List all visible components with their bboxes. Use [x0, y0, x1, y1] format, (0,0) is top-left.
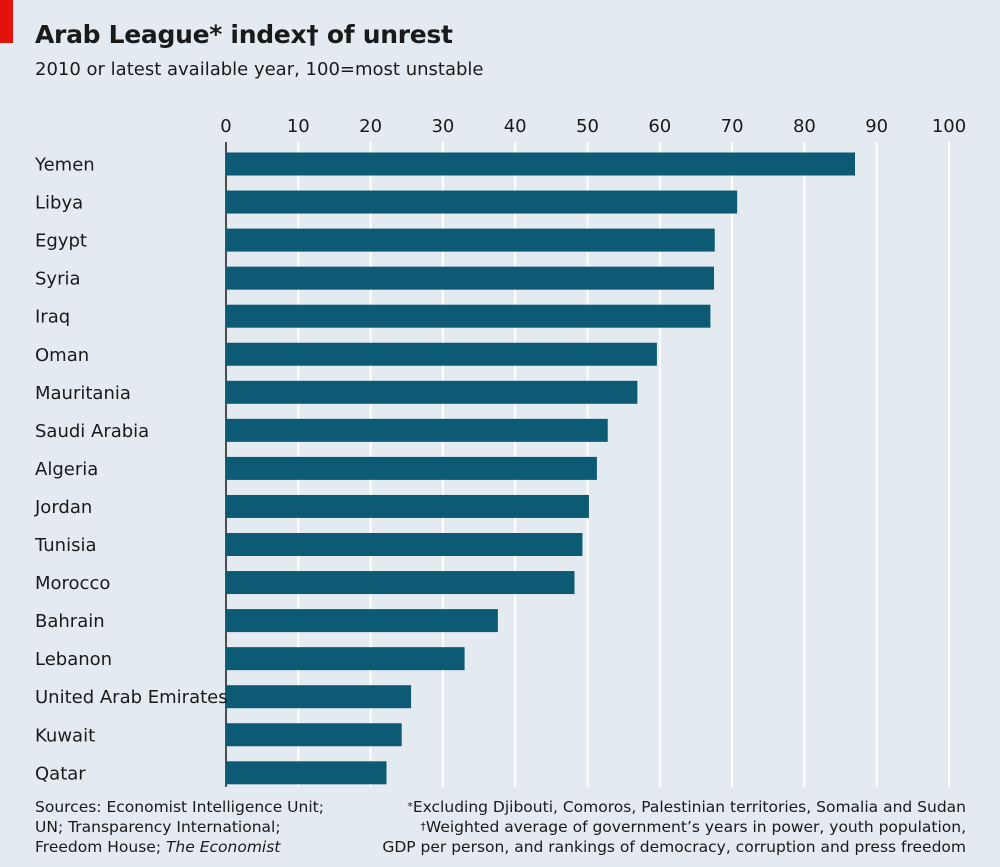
- footnote-1-symbol: *: [407, 800, 413, 813]
- x-tick-label: 100: [932, 116, 966, 137]
- chart-subtitle: 2010 or latest available year, 100=most …: [35, 59, 484, 80]
- chart-title: Arab League* index† of unrest: [35, 20, 453, 49]
- bar-yemen: [226, 152, 856, 176]
- bar-kuwait: [226, 723, 402, 747]
- category-label: Mauritania: [35, 383, 131, 404]
- bar-egypt: [226, 228, 715, 252]
- category-label: United Arab Emirates: [35, 687, 228, 708]
- bar-mauritania: [226, 380, 638, 404]
- footnote-1-text: Excluding Djibouti, Comoros, Palestinian…: [412, 798, 966, 816]
- category-label: Tunisia: [34, 535, 97, 556]
- category-label: Libya: [35, 193, 83, 214]
- x-tick-label: 0: [220, 116, 231, 137]
- footnote-2: †Weighted average of government’s years …: [382, 817, 966, 837]
- footnote-2-text: Weighted average of government’s years i…: [425, 818, 966, 836]
- footnote-2-line-2: GDP per person, and rankings of democrac…: [382, 838, 966, 856]
- bar-iraq: [226, 304, 711, 328]
- x-tick-label: 10: [287, 116, 310, 137]
- footnote-2-symbol: †: [420, 820, 426, 833]
- sources-economist: The Economist: [165, 838, 281, 856]
- x-tick-label: 50: [576, 116, 599, 137]
- category-label: Algeria: [35, 459, 98, 480]
- category-label: Lebanon: [35, 649, 112, 670]
- x-tick-label: 90: [865, 116, 888, 137]
- x-tick-label: 20: [359, 116, 382, 137]
- category-label: Egypt: [35, 231, 87, 252]
- sources-line-1: Sources: Economist Intelligence Unit;: [35, 798, 324, 816]
- category-label: Yemen: [34, 155, 95, 176]
- x-tick-label: 80: [793, 116, 816, 137]
- footnotes: *Excluding Djibouti, Comoros, Palestinia…: [382, 797, 966, 857]
- category-label: Jordan: [34, 497, 92, 518]
- bar-united-arab-emirates: [226, 685, 412, 709]
- sources-line-3-text: Freedom House;: [35, 838, 166, 856]
- sources-line-3: Freedom House; The Economist: [35, 837, 324, 857]
- category-label: Saudi Arabia: [35, 421, 149, 442]
- bar-qatar: [226, 761, 387, 785]
- bar-lebanon: [226, 647, 465, 671]
- sources-line-2: UN; Transparency International;: [35, 818, 281, 836]
- x-tick-label: 30: [431, 116, 454, 137]
- bar-syria: [226, 266, 715, 290]
- footnote-1: *Excluding Djibouti, Comoros, Palestinia…: [382, 797, 966, 817]
- category-label: Morocco: [35, 573, 110, 594]
- bar-tunisia: [226, 533, 583, 556]
- bar-bahrain: [226, 609, 498, 633]
- category-label: Syria: [35, 269, 81, 290]
- red-corner-tab: [0, 0, 13, 43]
- category-label: Qatar: [35, 763, 86, 784]
- bar-algeria: [226, 456, 597, 480]
- x-tick-label: 70: [721, 116, 744, 137]
- bar-saudi-arabia: [226, 418, 608, 442]
- bar-oman: [226, 342, 657, 366]
- category-label: Kuwait: [35, 725, 95, 746]
- sources-note: Sources: Economist Intelligence Unit; UN…: [35, 797, 324, 857]
- category-label: Bahrain: [35, 611, 105, 632]
- x-tick-label: 40: [504, 116, 527, 137]
- bar-morocco: [226, 571, 575, 595]
- x-tick-label: 60: [648, 116, 671, 137]
- bar-jordan: [226, 494, 589, 518]
- category-label: Oman: [35, 345, 89, 366]
- bar-libya: [226, 190, 738, 214]
- category-label: Iraq: [35, 307, 70, 328]
